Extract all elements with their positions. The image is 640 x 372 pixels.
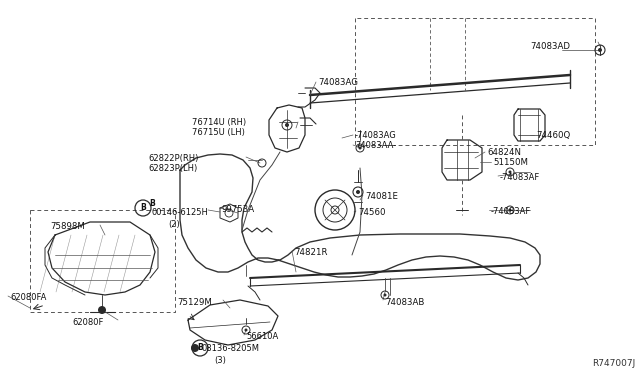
Text: 56610A: 56610A — [246, 332, 278, 341]
Text: 62080F: 62080F — [72, 318, 104, 327]
Circle shape — [191, 344, 199, 352]
Text: -74083AF: -74083AF — [491, 207, 531, 216]
Text: R747007J: R747007J — [592, 359, 635, 368]
Circle shape — [383, 294, 387, 296]
Text: 74460Q: 74460Q — [536, 131, 570, 140]
Circle shape — [358, 147, 362, 150]
Circle shape — [285, 123, 289, 127]
Text: 76714U (RH): 76714U (RH) — [192, 118, 246, 127]
Text: (3): (3) — [214, 356, 226, 365]
Text: 99753A: 99753A — [222, 205, 255, 214]
Text: 08136-8205M: 08136-8205M — [201, 344, 259, 353]
Circle shape — [356, 190, 360, 194]
Text: 74083AG: 74083AG — [318, 78, 358, 87]
Text: 75898M: 75898M — [50, 222, 85, 231]
Text: 74083AB: 74083AB — [385, 298, 424, 307]
Text: 74821R: 74821R — [294, 248, 328, 257]
Text: 75129M: 75129M — [177, 298, 212, 307]
Text: 74083AD: 74083AD — [530, 42, 570, 51]
Text: 64824N: 64824N — [487, 148, 521, 157]
Text: 74560: 74560 — [358, 208, 385, 217]
Text: 76715U (LH): 76715U (LH) — [192, 128, 245, 137]
Text: 62822P(RH): 62822P(RH) — [148, 154, 198, 163]
Text: -74083AG: -74083AG — [355, 131, 397, 140]
Text: 62823P(LH): 62823P(LH) — [148, 164, 197, 173]
Text: -74083AF: -74083AF — [500, 173, 540, 182]
Circle shape — [509, 170, 511, 173]
Circle shape — [509, 208, 511, 212]
Text: B: B — [149, 199, 155, 208]
Text: B: B — [197, 343, 203, 353]
Text: 74081E: 74081E — [365, 192, 398, 201]
Text: 00146-6125H: 00146-6125H — [152, 208, 209, 217]
Text: B: B — [140, 203, 146, 212]
Circle shape — [598, 48, 602, 52]
Text: 62080FA: 62080FA — [10, 293, 46, 302]
Circle shape — [244, 328, 248, 331]
Text: 51150M: 51150M — [493, 158, 528, 167]
Text: (2): (2) — [168, 220, 180, 229]
Text: 74083AA-: 74083AA- — [355, 141, 396, 150]
Circle shape — [98, 306, 106, 314]
